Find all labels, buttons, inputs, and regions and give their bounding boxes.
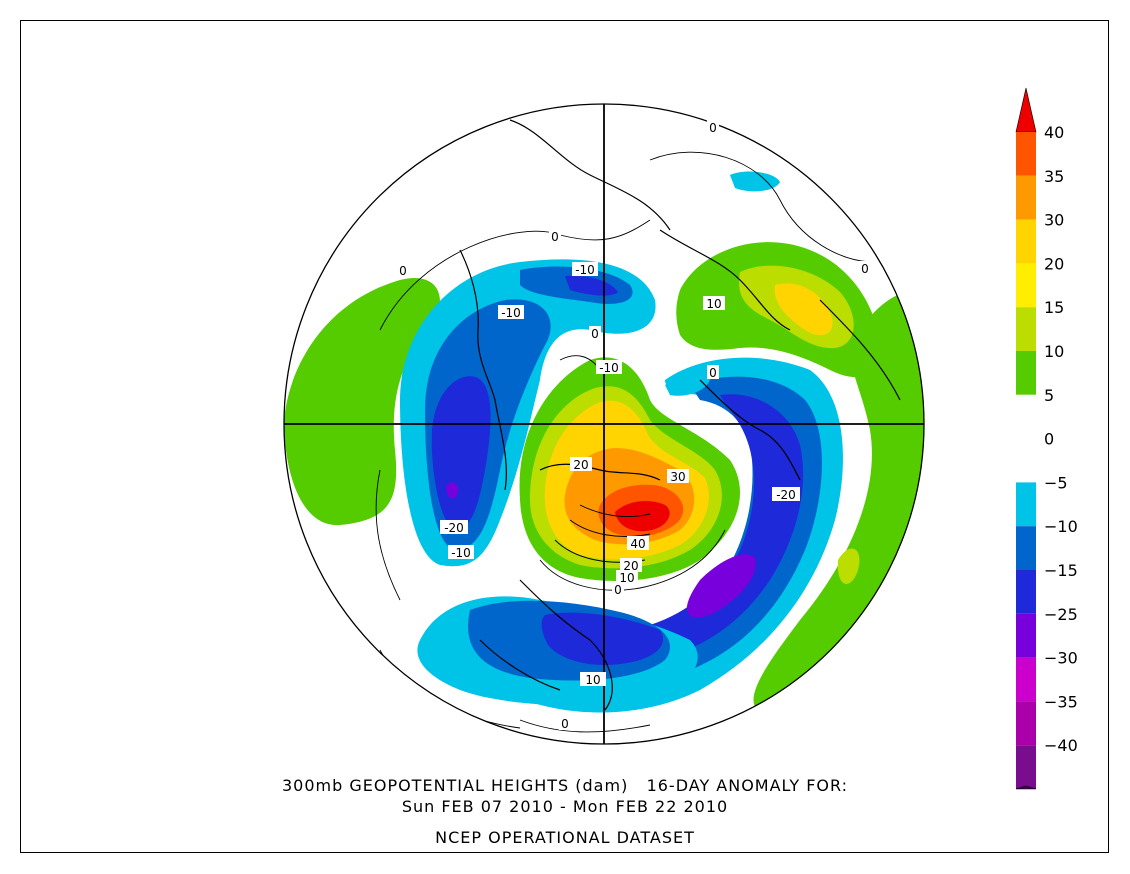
contour-label: -20 — [772, 487, 800, 502]
colorbar-tick-label: −25 — [1044, 605, 1078, 624]
colorbar-band — [1016, 351, 1036, 395]
contour-label: 10 — [703, 296, 725, 311]
colorbar-band — [1016, 175, 1036, 220]
colorbar-band — [1016, 570, 1036, 614]
contour-label: -10 — [596, 360, 622, 375]
svg-text:30: 30 — [670, 470, 685, 484]
colorbar-tick-label: 30 — [1044, 211, 1064, 230]
contour-label: 20 — [620, 558, 642, 573]
contour-label: 0 — [707, 120, 719, 135]
colorbar-tick-label: 40 — [1044, 123, 1064, 142]
colorbar-tick-label: 20 — [1044, 254, 1064, 273]
negative-anomaly-small-arctic — [665, 375, 710, 396]
title-line-3: NCEP OPERATIONAL DATASET — [435, 828, 695, 847]
title-line-1: 300mb GEOPOTENTIAL HEIGHTS (dam) 16-DAY … — [281, 776, 849, 795]
contour-label: 0 — [859, 261, 871, 276]
svg-text:-20: -20 — [444, 521, 464, 535]
colorbar-band — [1016, 394, 1036, 439]
svg-text:20: 20 — [623, 559, 638, 573]
negative-anomaly-atlantic-core — [560, 394, 804, 664]
svg-text:0: 0 — [551, 230, 559, 244]
svg-text:10: 10 — [585, 673, 600, 687]
negative-anomaly-pacific-core — [431, 376, 491, 530]
contour-label: -10 — [448, 545, 474, 560]
contour-label: 0 — [397, 263, 409, 278]
svg-text:0: 0 — [399, 264, 407, 278]
colorbar-tick-label: 15 — [1044, 298, 1064, 317]
svg-text:40: 40 — [630, 537, 645, 551]
svg-text:0: 0 — [709, 366, 717, 380]
svg-text:-10: -10 — [575, 263, 595, 277]
contour-label: 10 — [580, 672, 606, 687]
colorbar-tick-label: −30 — [1044, 649, 1078, 668]
svg-text:0: 0 — [591, 327, 599, 341]
contour-label: 20 — [570, 457, 592, 472]
colorbar-band — [1016, 482, 1036, 527]
contour-label: 0 — [612, 582, 624, 597]
colorbar-tick-label: −5 — [1044, 473, 1068, 492]
colorbar-band — [1016, 701, 1036, 746]
svg-text:-10: -10 — [501, 306, 521, 320]
svg-text:0: 0 — [709, 121, 717, 135]
contour-label: -10 — [572, 262, 598, 277]
colorbar-tick-label: 5 — [1044, 386, 1054, 405]
colorbar-band — [1016, 307, 1036, 351]
contour-label: 0 — [707, 365, 719, 380]
contour-label: 40 — [627, 536, 649, 551]
colorbar-bottom-arrow — [1015, 785, 1037, 790]
svg-text:-10: -10 — [451, 546, 471, 560]
contour-labels: -10 -10 -10 -20 -20 -10 10 10 10 20 20 3… — [397, 120, 871, 731]
coastlines — [459, 119, 901, 711]
svg-text:10: 10 — [706, 297, 721, 311]
positive-anomaly-arctic-40 — [615, 500, 670, 532]
title-line-2: Sun FEB 07 2010 - Mon FEB 22 2010 — [401, 797, 729, 816]
positive-anomaly-europe-light — [837, 548, 860, 584]
colorbar-tick-label: 0 — [1044, 430, 1054, 449]
svg-text:0: 0 — [614, 583, 622, 597]
colorbar-tick-label: −10 — [1044, 517, 1078, 536]
contour-label: 30 — [667, 469, 689, 484]
colorbar-band — [1016, 263, 1036, 308]
svg-text:-10: -10 — [599, 361, 619, 375]
negative-anomaly-atlantic-min — [686, 554, 756, 618]
colorbar-tick-label: −15 — [1044, 561, 1078, 580]
contour-label: 0 — [549, 229, 561, 244]
colorbar-band — [1016, 613, 1036, 658]
positive-anomaly-pacific — [284, 278, 440, 526]
contour-lines — [375, 151, 871, 733]
colorbar-band — [1016, 132, 1036, 176]
colorbar-band — [1016, 438, 1036, 483]
colorbar-tick-label: 10 — [1044, 342, 1064, 361]
svg-text:-20: -20 — [776, 488, 796, 502]
svg-text:10: 10 — [619, 571, 634, 585]
contour-label: 0 — [589, 326, 601, 341]
colorbar-tick-label: 35 — [1044, 167, 1064, 186]
negative-anomaly-namerica-core — [541, 612, 664, 666]
svg-text:0: 0 — [861, 262, 869, 276]
colorbar-band — [1016, 745, 1036, 789]
colorbar-band — [1016, 657, 1036, 702]
svg-text:0: 0 — [561, 717, 569, 731]
contour-label: -20 — [440, 520, 468, 535]
colorbar-tick-label: −40 — [1044, 736, 1078, 755]
svg-text:20: 20 — [573, 458, 588, 472]
colorbar-band — [1016, 526, 1036, 570]
color-legend: 40 35 30 20 15 10 5 0 −5 −10 −15 −25 −30 −35 −40 — [1015, 87, 1078, 790]
colorbar-top-arrow — [1015, 87, 1037, 133]
contour-label: -10 — [498, 305, 524, 320]
colorbar-band — [1016, 219, 1036, 264]
negative-anomaly-atlantic-mid — [538, 376, 822, 686]
contour-label: 0 — [559, 716, 571, 731]
negative-anomaly-small-ne — [730, 171, 780, 192]
positive-anomaly-scandinavia-core — [774, 283, 833, 336]
negative-anomaly-pacific-min — [446, 482, 458, 499]
contour-label: 10 — [616, 570, 638, 585]
colorbar-tick-label: −35 — [1044, 692, 1078, 711]
